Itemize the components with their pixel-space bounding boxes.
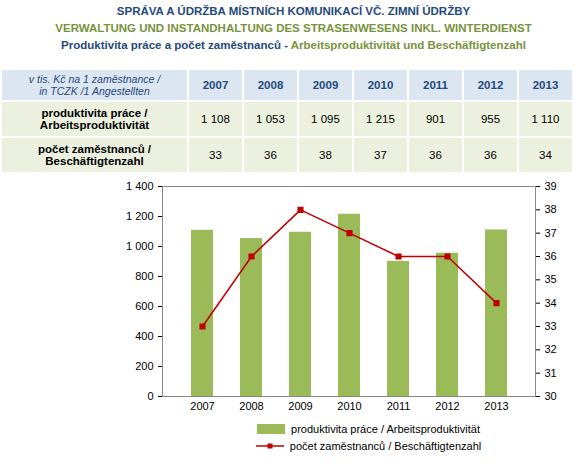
html-text:36: 36 (264, 149, 277, 161)
svg-text:38: 38 (545, 203, 557, 215)
html-text:produktivita práce / Arbeitspr: produktivita práce / Arbeitsproduktivitä… (291, 422, 480, 435)
svg-text:2013: 2013 (484, 400, 508, 412)
svg-text:31: 31 (545, 367, 557, 379)
html-text:počet zaměstnanců / Beschäftig: počet zaměstnanců / Beschäftigtenzahl (289, 439, 482, 452)
html-text:2008: 2008 (257, 79, 284, 91)
svg-text:33: 33 (545, 320, 557, 332)
html-text:počet zaměstnanců / Beschäftig: počet zaměstnanců / Beschäftigtenzahl (37, 143, 152, 167)
svg-text:1 200: 1 200 (126, 210, 154, 222)
html-text:SPRÁVA A ÚDRŽBA MÍSTNÍCH KOMUN: SPRÁVA A ÚDRŽBA MÍSTNÍCH KOMUNIKACÍ VČ. … (116, 5, 471, 17)
html-text:1 108: 1 108 (201, 113, 230, 125)
html-text:36: 36 (429, 149, 442, 161)
svg-text:2010: 2010 (337, 400, 361, 412)
svg-text:2008: 2008 (239, 400, 263, 412)
html-text:2011: 2011 (423, 79, 448, 91)
html-text:2007: 2007 (202, 79, 229, 91)
svg-text:2011: 2011 (387, 400, 411, 412)
svg-text:200: 200 (135, 360, 153, 372)
html-text:1 215: 1 215 (366, 113, 395, 125)
html-text:36: 36 (484, 149, 497, 161)
html-text:2010: 2010 (367, 79, 394, 91)
svg-text:32: 32 (545, 343, 557, 355)
svg-text:600: 600 (135, 300, 153, 312)
svg-text:35: 35 (545, 273, 557, 285)
svg-text:2007: 2007 (190, 400, 214, 412)
html-text:33: 33 (209, 149, 222, 161)
html-text:2009: 2009 (312, 79, 339, 91)
svg-text:0: 0 (147, 390, 153, 402)
svg-text:30: 30 (545, 390, 557, 402)
html-text:Produktivita práce a počet zam: Produktivita práce a počet zaměstnanců -… (61, 39, 526, 51)
html-text:1 095: 1 095 (311, 113, 340, 125)
svg-text:2009: 2009 (288, 400, 312, 412)
html-text:955: 955 (480, 113, 501, 125)
svg-text:1 400: 1 400 (126, 180, 154, 192)
svg-text:800: 800 (135, 270, 153, 282)
html-text:2013: 2013 (532, 79, 559, 91)
svg-text:36: 36 (545, 250, 557, 262)
html-text:produktivita práce / Arbeitspr: produktivita práce / Arbeitsproduktivitä… (39, 107, 150, 131)
html-text:2012: 2012 (477, 79, 504, 91)
svg-text:34: 34 (545, 297, 557, 309)
html-text:VERWALTUNG UND INSTANDHALTUNG: VERWALTUNG UND INSTANDHALTUNG DES STRASE… (55, 22, 532, 34)
svg-text:1 000: 1 000 (126, 240, 154, 252)
svg-text:39: 39 (545, 180, 557, 192)
html-text:37: 37 (374, 149, 387, 161)
html-text:34: 34 (539, 149, 552, 161)
html-text:901: 901 (425, 113, 446, 125)
svg-text:2012: 2012 (435, 400, 459, 412)
html-text:1 053: 1 053 (256, 113, 285, 125)
svg-text:400: 400 (135, 330, 153, 342)
html-text:38: 38 (319, 149, 332, 161)
html-text:v tis. Kč na 1 zaměstnance / i: v tis. Kč na 1 zaměstnance / in TCZK /1 … (28, 73, 161, 97)
html-text:1 110: 1 110 (531, 113, 560, 125)
svg-text:37: 37 (545, 227, 557, 239)
